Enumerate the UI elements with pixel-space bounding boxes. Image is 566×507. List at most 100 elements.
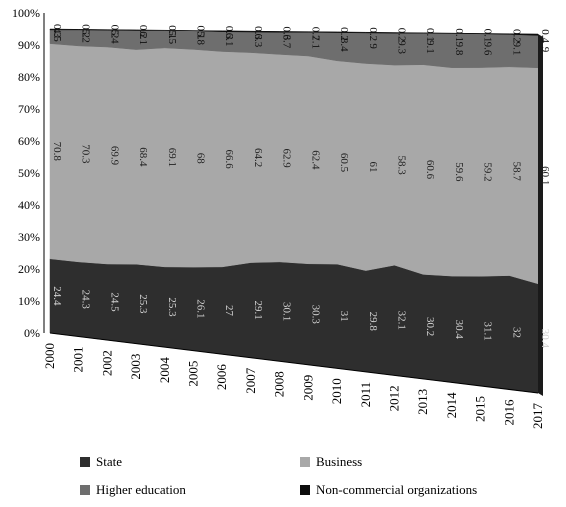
y-tick-label: 60% — [18, 134, 40, 148]
y-tick-label: 90% — [18, 38, 40, 52]
x-tick-label: 2000 — [42, 343, 57, 369]
data-label: 8.4 — [338, 38, 350, 52]
data-label: 0.1 — [166, 25, 178, 39]
data-label: 62.4 — [309, 150, 321, 170]
data-label: 25.3 — [166, 297, 178, 317]
data-label: 60.6 — [424, 160, 436, 180]
data-label: 6.1 — [223, 33, 235, 47]
data-label: 0.2 — [395, 28, 407, 42]
legend-item: Non-commercial organizations — [300, 482, 477, 498]
legend-label: Higher education — [96, 482, 186, 497]
data-label: 69.9 — [108, 146, 120, 166]
data-label: 0.4 — [539, 29, 551, 43]
data-label: 58.7 — [510, 162, 522, 182]
data-label: 70.3 — [80, 144, 92, 164]
data-label: 0.1 — [195, 26, 207, 40]
data-label: 30.3 — [309, 305, 321, 325]
data-label: 0.2 — [367, 27, 379, 41]
data-label: 58.3 — [395, 156, 407, 176]
x-tick-label: 2011 — [358, 382, 373, 408]
x-tick-label: 2001 — [71, 347, 86, 373]
data-label: 24.5 — [108, 292, 120, 312]
data-label: 0.2 — [108, 25, 120, 39]
y-tick-label: 40% — [18, 198, 40, 212]
x-tick-label: 2014 — [444, 392, 459, 419]
data-label: 0.2 — [137, 25, 149, 39]
data-label: 4.5 — [51, 28, 63, 42]
data-label: 6.3 — [252, 34, 264, 48]
legend-swatch — [300, 485, 310, 495]
x-tick-label: 2015 — [473, 396, 488, 422]
data-label: 29.1 — [252, 301, 264, 320]
data-label: 31.1 — [482, 321, 494, 340]
data-label: 27 — [223, 305, 235, 317]
data-label: 29.8 — [367, 312, 379, 332]
legend-label: State — [96, 454, 122, 469]
data-label: 32 — [510, 327, 522, 338]
legend-item: Business — [300, 454, 362, 470]
x-tick-label: 2002 — [99, 350, 114, 376]
data-label: 31 — [338, 311, 350, 322]
data-label: 0.2 — [80, 24, 92, 38]
data-label: 0.1 — [482, 29, 494, 43]
data-label: 25.3 — [137, 294, 149, 314]
data-label: 0.3 — [252, 26, 264, 40]
data-label: 0.3 — [51, 24, 63, 38]
legend-label: Business — [316, 454, 363, 469]
data-label: 0.2 — [309, 27, 321, 41]
legend-item: State — [80, 454, 122, 470]
y-tick-label: 70% — [18, 102, 40, 116]
data-label: 26.1 — [195, 299, 207, 318]
y-tick-label: 100% — [12, 6, 40, 20]
legend-swatch — [80, 457, 90, 467]
x-tick-label: 2013 — [415, 389, 430, 415]
y-tick-label: 30% — [18, 230, 40, 244]
data-label: 9.1 — [424, 40, 436, 54]
y-tick-label: 10% — [18, 294, 40, 308]
data-label: 30.1 — [281, 302, 293, 321]
y-tick-label: 0% — [24, 326, 40, 340]
x-tick-label: 2004 — [157, 357, 172, 384]
data-label: 30.4 — [453, 320, 465, 340]
x-tick-label: 2008 — [272, 371, 287, 397]
data-label: 30.2 — [424, 317, 436, 336]
data-label: 60.5 — [338, 153, 350, 173]
data-label: 32.1 — [395, 311, 407, 330]
data-label: 5.5 — [166, 30, 178, 44]
legend-swatch — [80, 485, 90, 495]
data-label: 6.7 — [281, 35, 293, 49]
data-label: 0.3 — [281, 26, 293, 40]
data-label: 61 — [367, 162, 379, 173]
data-label: 68 — [195, 153, 207, 165]
x-tick-label: 2017 — [530, 403, 545, 430]
x-axis-line — [49, 332, 539, 394]
data-label: 64.2 — [252, 148, 264, 167]
data-label: 9 — [367, 43, 379, 49]
data-label: 30.4 — [539, 329, 551, 349]
data-label: 62.9 — [281, 149, 293, 169]
x-tick-label: 2005 — [186, 361, 201, 387]
data-label: 60.1 — [539, 166, 551, 185]
data-label: 24.3 — [80, 290, 92, 310]
data-label: 6.1 — [137, 31, 149, 45]
data-label: 66.6 — [223, 150, 235, 170]
y-tick-label: 20% — [18, 262, 40, 276]
data-label: 0.2 — [338, 27, 350, 41]
x-tick-label: 2003 — [128, 354, 143, 380]
data-label: 9.1 — [510, 42, 522, 56]
data-label: 59.6 — [453, 162, 465, 182]
data-label: 9 — [539, 47, 551, 53]
x-tick-label: 2006 — [214, 364, 229, 391]
data-label: 68.4 — [137, 147, 149, 167]
data-label: 0.1 — [424, 28, 436, 42]
data-label: 24.4 — [51, 286, 63, 306]
area-depth-edge — [538, 34, 543, 396]
data-label: 0.1 — [453, 28, 465, 42]
legend-swatch — [300, 457, 310, 467]
x-tick-label: 2016 — [501, 399, 516, 426]
data-label: 5.8 — [195, 31, 207, 45]
x-tick-label: 2007 — [243, 367, 258, 394]
legend-label: Non-commercial organizations — [316, 482, 478, 497]
data-label: 7.1 — [309, 35, 321, 49]
